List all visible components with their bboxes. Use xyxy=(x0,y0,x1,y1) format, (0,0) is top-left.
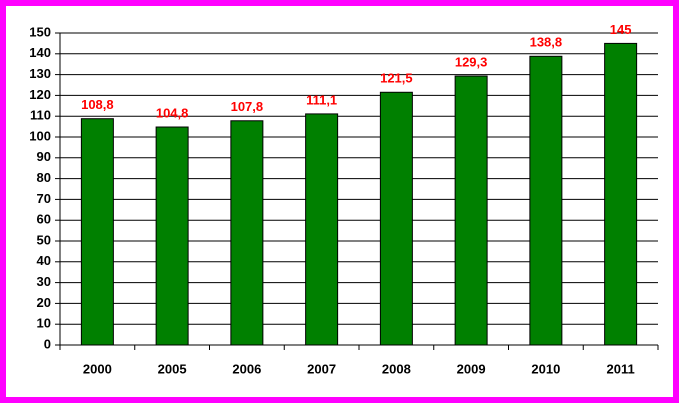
y-tick-label: 40 xyxy=(37,253,51,268)
y-tick-label: 20 xyxy=(37,295,51,310)
bar xyxy=(155,126,189,346)
y-tick-label: 120 xyxy=(29,87,51,102)
y-tick-label: 30 xyxy=(37,274,51,289)
value-label: 104,8 xyxy=(156,105,189,120)
value-label: 107,8 xyxy=(231,99,264,114)
y-tick-label: 140 xyxy=(29,45,51,60)
y-tick-label: 90 xyxy=(37,149,51,164)
value-label: 129,3 xyxy=(455,54,488,69)
y-tick-label: 50 xyxy=(37,232,51,247)
y-tick-label: 80 xyxy=(37,170,51,185)
y-tick-label: 150 xyxy=(29,24,51,39)
x-tick-label: 2006 xyxy=(232,361,261,376)
bar xyxy=(529,55,563,346)
y-tick-label: 70 xyxy=(37,191,51,206)
x-tick-label: 2000 xyxy=(83,361,112,376)
bar xyxy=(230,120,264,346)
bar xyxy=(454,75,488,346)
y-tick-label: 130 xyxy=(29,66,51,81)
y-tick-label: 60 xyxy=(37,212,51,227)
x-tick-label: 2008 xyxy=(382,361,411,376)
bar xyxy=(604,42,638,346)
value-label: 145 xyxy=(610,22,632,37)
value-label: 108,8 xyxy=(81,97,114,112)
bar xyxy=(305,113,339,346)
y-tick-label: 10 xyxy=(37,316,51,331)
x-tick-label: 2011 xyxy=(607,361,635,376)
y-tick-label: 110 xyxy=(30,108,51,123)
bar xyxy=(80,118,114,346)
value-label: 138,8 xyxy=(530,35,563,50)
value-label: 121,5 xyxy=(380,71,413,86)
x-tick-label: 2005 xyxy=(158,361,187,376)
x-tick-label: 2007 xyxy=(307,361,336,376)
y-tick-label: 0 xyxy=(44,336,51,351)
x-tick-label: 2010 xyxy=(531,361,560,376)
value-label: 111,1 xyxy=(306,92,337,107)
x-tick-label: 2009 xyxy=(457,361,486,376)
bar xyxy=(379,91,413,346)
y-tick-label: 100 xyxy=(29,128,51,143)
